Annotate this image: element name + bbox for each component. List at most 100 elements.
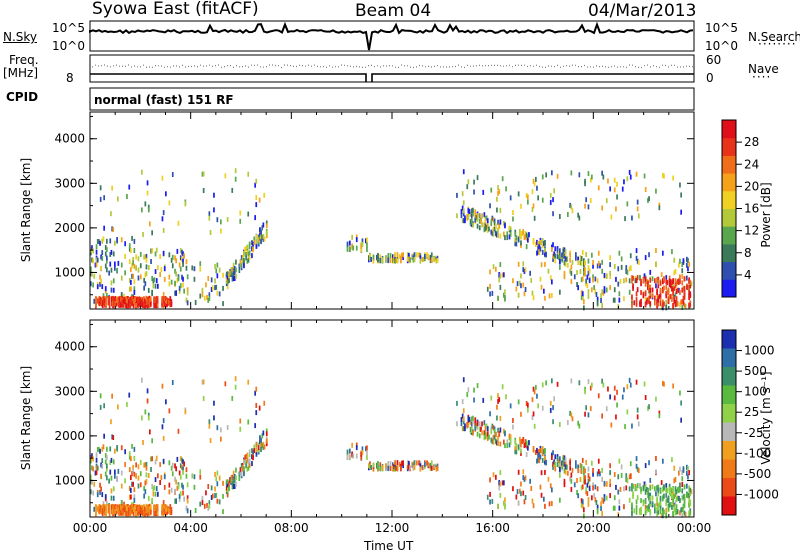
data-cell: [657, 491, 660, 497]
data-cell: [481, 222, 483, 228]
data-cell: [662, 250, 664, 256]
data-cell: [413, 252, 416, 258]
data-cell: [131, 273, 133, 279]
data-cell: [365, 446, 367, 452]
data-cell: [96, 465, 99, 471]
data-cell: [456, 400, 458, 406]
x-tick-label: 04:00: [173, 521, 208, 535]
data-cell: [175, 466, 177, 472]
data-cell: [635, 485, 638, 491]
data-cell: [528, 232, 530, 238]
data-cell: [651, 276, 654, 282]
data-cell: [182, 459, 184, 465]
data-cell: [517, 292, 520, 298]
data-cell: [675, 497, 678, 502]
data-cell: [144, 509, 146, 515]
data-cell: [596, 263, 599, 269]
data-cell: [148, 507, 151, 513]
data-cell: [157, 491, 159, 497]
data-cell: [681, 507, 684, 512]
data-cell: [202, 188, 205, 193]
data-cell: [128, 486, 131, 491]
data-cell: [161, 296, 164, 301]
data-cell: [506, 439, 509, 445]
data-cell: [524, 475, 527, 481]
data-cell: [95, 470, 98, 476]
nave-trace: [90, 73, 694, 82]
data-cell: [628, 278, 631, 284]
data-cell: [537, 403, 539, 409]
data-cell: [159, 272, 161, 277]
data-cell: [141, 507, 144, 513]
data-cell: [573, 482, 576, 488]
data-cell: [366, 455, 368, 460]
data-cell: [575, 255, 577, 261]
data-cell: [155, 300, 158, 306]
data-cell: [519, 228, 521, 234]
data-cell: [473, 387, 475, 393]
data-cell: [503, 231, 505, 237]
data-cell: [625, 477, 628, 482]
data-cell: [647, 197, 649, 203]
data-cell: [155, 505, 158, 511]
data-cell: [521, 231, 523, 236]
data-cell: [139, 274, 142, 280]
data-cell: [147, 415, 150, 421]
data-cell: [246, 258, 249, 264]
colorbar-tick-label: 25: [744, 405, 759, 419]
beam-title: Beam 04: [355, 1, 432, 21]
data-cell: [596, 296, 599, 302]
data-cell: [120, 504, 122, 510]
data-cell: [640, 506, 642, 512]
colorbar-swatch: [722, 496, 736, 516]
data-cell: [243, 258, 245, 264]
data-cell: [501, 272, 504, 278]
data-cell: [149, 509, 152, 515]
data-cell: [101, 250, 104, 256]
data-cell: [251, 461, 253, 467]
data-cell: [254, 423, 256, 429]
data-cell: [665, 510, 668, 516]
station-title: Syowa East (fitACF): [92, 0, 259, 19]
data-cell: [351, 451, 353, 457]
data-cell: [174, 488, 176, 494]
data-cell: [634, 486, 637, 492]
power-colorbar-label: Power [dB]: [759, 182, 773, 247]
data-cell: [360, 455, 363, 461]
colorbar-swatch: [722, 243, 736, 263]
data-cell: [554, 258, 557, 264]
data-cell: [133, 471, 136, 477]
data-cell: [120, 275, 123, 281]
data-cell: [656, 506, 658, 512]
data-cell: [124, 449, 126, 455]
data-cell: [679, 466, 681, 472]
data-cell: [688, 510, 690, 516]
data-cell: [530, 278, 533, 283]
data-cell: [674, 508, 677, 514]
data-cell: [208, 423, 211, 429]
data-cell: [635, 456, 638, 462]
data-cell: [110, 211, 112, 217]
data-cell: [561, 252, 563, 258]
data-cell: [667, 505, 670, 511]
data-cell: [129, 297, 132, 303]
data-cell: [618, 297, 621, 303]
data-cell: [466, 422, 469, 427]
data-cell: [665, 284, 668, 290]
data-cell: [656, 511, 658, 517]
data-cell: [679, 498, 681, 503]
data-cell: [603, 272, 606, 278]
data-cell: [199, 474, 202, 480]
data-cell: [601, 467, 603, 473]
x-tick-label: 20:00: [576, 521, 611, 535]
data-cell: [686, 275, 688, 281]
data-cell: [183, 288, 185, 294]
data-cell: [587, 501, 590, 507]
data-cell: [671, 488, 673, 494]
data-cell: [589, 406, 592, 412]
data-cell: [585, 197, 587, 203]
data-cell: [234, 176, 237, 182]
data-cell: [112, 509, 114, 515]
data-cell: [520, 203, 522, 209]
program-name: normal (fast) 151 RF: [94, 93, 234, 107]
